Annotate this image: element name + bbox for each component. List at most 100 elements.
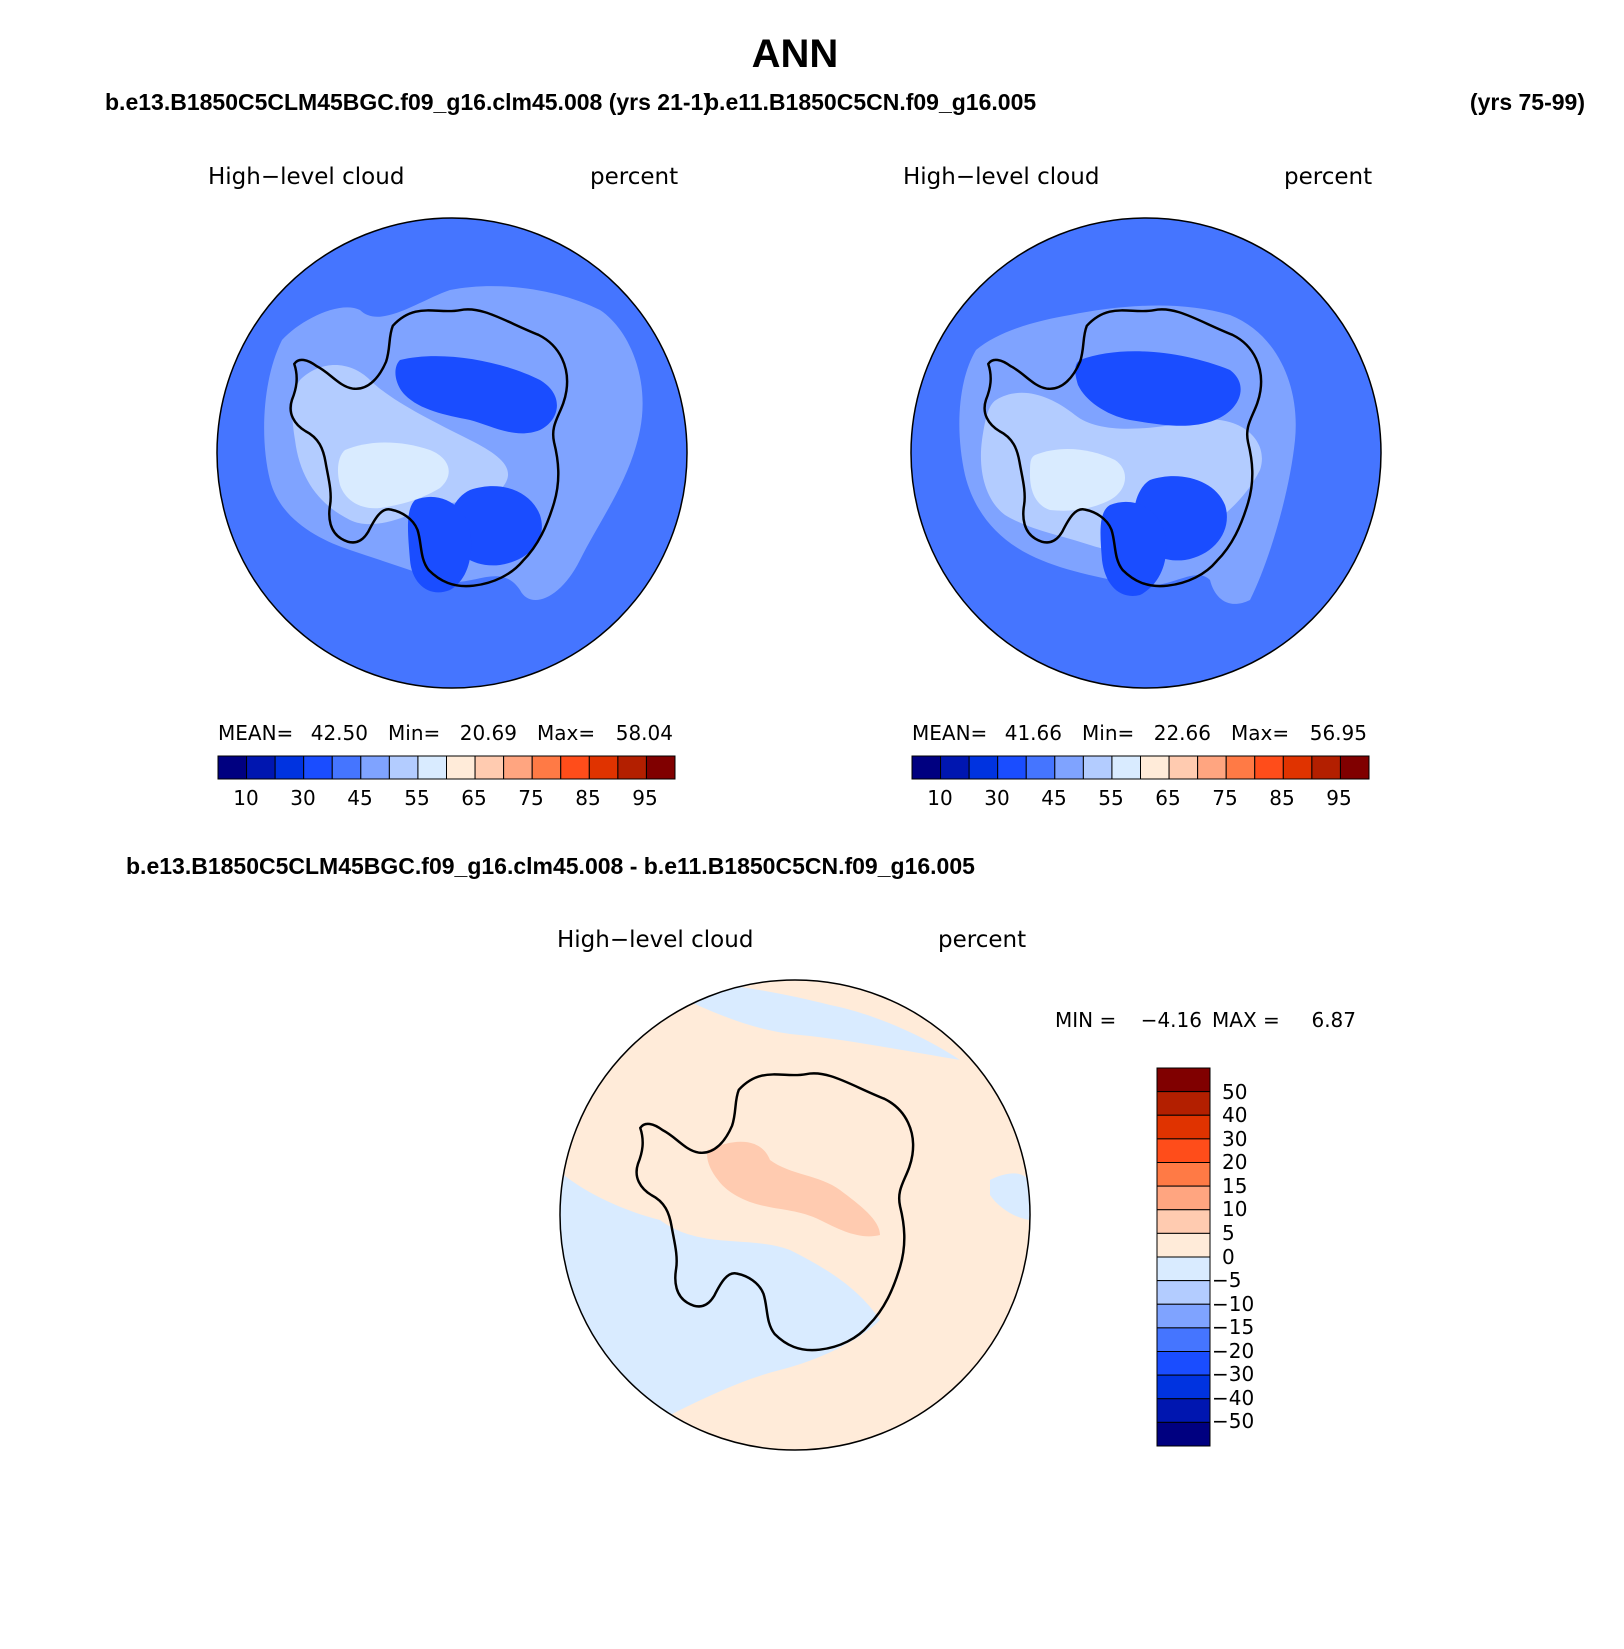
colorbar-box bbox=[1156, 1185, 1211, 1211]
map-rim bbox=[910, 217, 1382, 689]
colorbar-tick-label: 20 bbox=[1222, 1150, 1247, 1174]
case-right-title: b.e11.B1850C5CN.f09_g16.005 bbox=[705, 89, 1036, 115]
region-peninsula-high bbox=[337, 442, 449, 509]
colorbar-tick-label: 65 bbox=[1155, 786, 1180, 810]
stat-max-value: 6.87 bbox=[1311, 1008, 1356, 1032]
region-ocean-neg bbox=[560, 980, 1030, 1420]
stat-min-label: Min= bbox=[388, 721, 440, 745]
colorbar-tick-label: 85 bbox=[575, 786, 600, 810]
panel-case2: High−level cloud percent MEAN= 41.66 Min… bbox=[903, 164, 1382, 810]
colorbar-tick-label: 45 bbox=[347, 786, 372, 810]
colorbar-tick-label: 75 bbox=[518, 786, 543, 810]
colorbar-tick-label: −30 bbox=[1212, 1362, 1254, 1386]
colorbar-box bbox=[1168, 755, 1199, 780]
stat-min-label: MIN = bbox=[1055, 1008, 1116, 1032]
colorbar-tick-label: 45 bbox=[1041, 786, 1066, 810]
colorbar-box bbox=[531, 755, 562, 780]
colorbar-box bbox=[246, 755, 276, 780]
colorbar-box bbox=[1339, 755, 1370, 780]
colorbar-tick-label: −50 bbox=[1212, 1409, 1254, 1433]
colorbar-box bbox=[1254, 755, 1284, 780]
colorbar-box bbox=[1054, 755, 1084, 780]
colorbar-tick-label: 40 bbox=[1222, 1103, 1247, 1127]
colorbar-box bbox=[588, 755, 619, 780]
colorbar-tick-label: 95 bbox=[632, 786, 657, 810]
colorbar-tick-label: 0 bbox=[1222, 1245, 1235, 1269]
colorbar-box bbox=[1156, 1303, 1211, 1329]
colorbar-tick-label: −40 bbox=[1212, 1386, 1254, 1410]
stat-min-label: Min= bbox=[1082, 721, 1134, 745]
colorbar-box bbox=[1140, 755, 1170, 780]
polar-map bbox=[217, 218, 687, 688]
colorbar-box bbox=[1025, 755, 1056, 780]
case-right-years: (yrs 75-99) bbox=[1470, 89, 1585, 115]
region-plateau-low bbox=[395, 356, 557, 566]
colorbar bbox=[911, 755, 1370, 780]
colorbar-box bbox=[1111, 755, 1141, 780]
colorbar-tick-label: 30 bbox=[290, 786, 315, 810]
panel-variable: High−level cloud bbox=[903, 164, 1099, 190]
colorbar-box bbox=[474, 755, 505, 780]
region-ross-low bbox=[407, 496, 472, 593]
colorbar-box bbox=[940, 755, 970, 780]
panel-units: percent bbox=[1284, 164, 1372, 190]
colorbar-tick-label: 10 bbox=[233, 786, 258, 810]
colorbar-box bbox=[911, 755, 942, 780]
colorbar-box bbox=[1156, 1162, 1211, 1187]
colorbar-box bbox=[388, 755, 419, 780]
colorbar-box bbox=[1156, 1114, 1211, 1140]
colorbar-box bbox=[274, 755, 305, 780]
stat-mean-label: MEAN= bbox=[218, 721, 293, 745]
panel-difference: High−level cloud percent MIN = −4.16 MAX… bbox=[557, 927, 1356, 1451]
colorbar-labels: 50 40 30 20 15 10 5 0 −5 −10 −15 −20 −30… bbox=[1212, 1080, 1254, 1433]
stat-mean-value: 41.66 bbox=[1005, 721, 1062, 745]
stat-min-value: 22.66 bbox=[1154, 721, 1211, 745]
colorbar-box bbox=[1156, 1280, 1211, 1305]
panel-case1: High−level cloud percent MEAN= 42.50 Min… bbox=[208, 164, 688, 810]
colorbar-tick-label: 55 bbox=[1098, 786, 1123, 810]
colorbar-tick-label: 5 bbox=[1222, 1221, 1235, 1245]
colorbar-box bbox=[1311, 755, 1341, 780]
colorbar-labels: 10 30 45 55 65 75 85 95 bbox=[927, 786, 1351, 810]
region-peninsula-high bbox=[1030, 448, 1126, 511]
colorbar-box bbox=[1156, 1209, 1211, 1234]
polar-map bbox=[560, 980, 1030, 1450]
case-left-title: b.e13.B1850C5CLM45BGC.f09_g16.clm45.008 … bbox=[105, 89, 711, 115]
colorbar-box bbox=[1197, 755, 1227, 780]
colorbar-tick-label: 30 bbox=[1222, 1127, 1247, 1151]
stat-max-label: Max= bbox=[1231, 721, 1289, 745]
colorbar-box bbox=[1156, 1351, 1211, 1376]
colorbar-tick-label: 10 bbox=[1222, 1197, 1247, 1221]
stat-max-label: Max= bbox=[537, 721, 595, 745]
colorbar-tick-label: 95 bbox=[1326, 786, 1351, 810]
colorbar-box bbox=[1156, 1232, 1211, 1258]
polar-map bbox=[911, 218, 1381, 688]
stat-max-value: 58.04 bbox=[616, 721, 673, 745]
colorbar-box bbox=[1156, 1256, 1211, 1282]
colorbar-box bbox=[503, 755, 533, 780]
colorbar-box bbox=[1225, 755, 1256, 780]
stat-mean-value: 42.50 bbox=[311, 721, 368, 745]
colorbar bbox=[217, 755, 676, 780]
difference-title: b.e13.B1850C5CLM45BGC.f09_g16.clm45.008 … bbox=[126, 853, 975, 879]
map-rim bbox=[559, 979, 1031, 1451]
panel-units: percent bbox=[938, 927, 1026, 953]
colorbar-tick-label: 10 bbox=[927, 786, 952, 810]
region-plateau-low bbox=[1075, 351, 1241, 561]
colorbar-box bbox=[360, 755, 390, 780]
colorbar-box bbox=[303, 755, 333, 780]
colorbar-box bbox=[1282, 755, 1313, 780]
colorbar-box bbox=[446, 755, 476, 780]
colorbar-box bbox=[1156, 1327, 1211, 1352]
colorbar-box bbox=[1156, 1067, 1211, 1093]
colorbar-box bbox=[617, 755, 647, 780]
stat-max-label: MAX = bbox=[1212, 1008, 1280, 1032]
colorbar-tick-label: 50 bbox=[1222, 1080, 1247, 1104]
colorbar-tick-label: −5 bbox=[1212, 1268, 1241, 1292]
map-rim bbox=[216, 217, 688, 689]
colorbar-box bbox=[1156, 1398, 1211, 1423]
colorbar-box bbox=[968, 755, 999, 780]
panel-variable: High−level cloud bbox=[557, 927, 753, 953]
colorbar-box bbox=[1156, 1138, 1211, 1163]
figure-title: ANN bbox=[752, 32, 839, 76]
